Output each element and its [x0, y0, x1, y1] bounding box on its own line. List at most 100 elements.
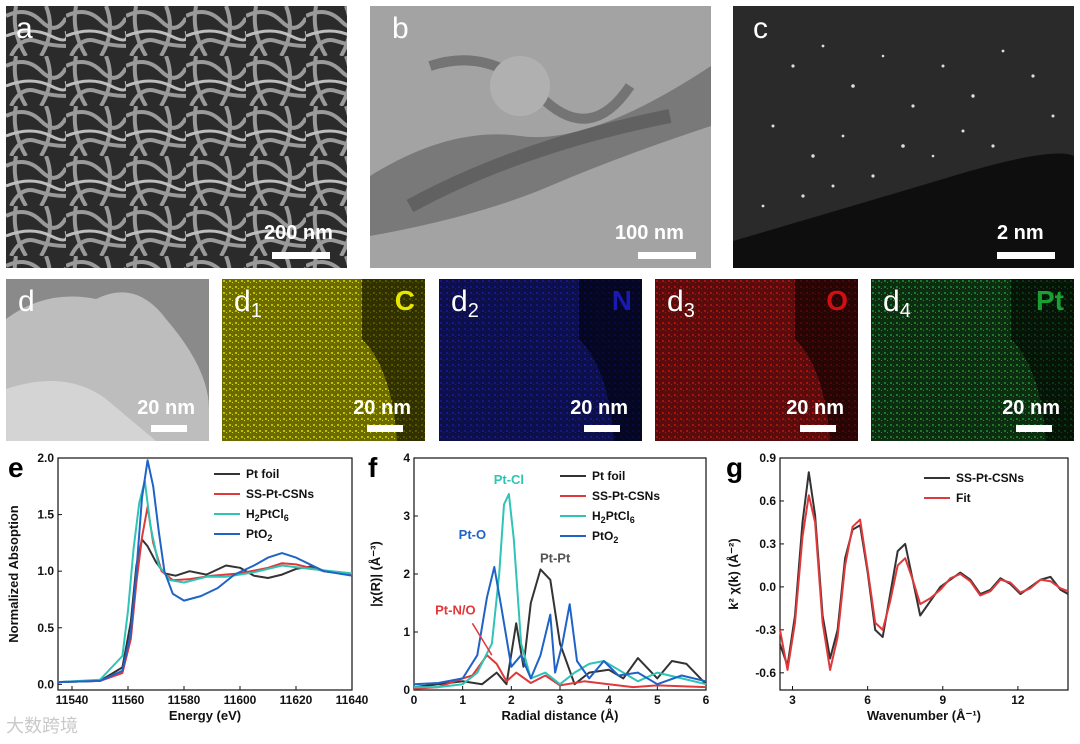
legend-label: Fit — [956, 491, 971, 505]
y-tick-label: -0.3 — [755, 623, 776, 637]
peak-annotation: Pt-Cl — [494, 472, 524, 487]
y-tick-label: 1.0 — [37, 564, 54, 578]
panel-g-label: g — [726, 452, 744, 483]
map-image — [871, 279, 1074, 441]
scale-bar-label-b: 100 nm — [615, 222, 684, 244]
y-tick-label: 0.0 — [759, 580, 776, 594]
element-label: Pt — [1036, 285, 1064, 316]
sample-region — [6, 381, 156, 441]
x-axis-label: Energy (eV) — [169, 708, 241, 723]
series-line — [414, 493, 707, 689]
x-tick-label: 6 — [864, 693, 871, 707]
y-tick-label: 0.5 — [37, 621, 54, 635]
x-axis-label: Wavenumber (Å⁻¹) — [867, 708, 981, 723]
tem-image — [370, 6, 711, 268]
map-label: d — [18, 285, 35, 318]
scale-bar — [584, 425, 620, 432]
scale-bar-label: 20 nm — [137, 397, 195, 419]
plot-frame — [779, 457, 1069, 691]
map-image — [222, 279, 425, 441]
x-tick-label: 5 — [654, 693, 661, 707]
x-tick-label: 3 — [789, 693, 796, 707]
x-tick-label: 11600 — [224, 693, 257, 707]
map-label: d1 — [234, 285, 262, 322]
y-tick-label: 0 — [403, 683, 410, 697]
legend-label: H2PtCl6 — [592, 509, 635, 525]
y-axis-label: Normalized Absoption — [6, 505, 21, 643]
x-tick-label: 3 — [557, 693, 564, 707]
panel-d4: d4 Pt 20 nm — [871, 279, 1074, 441]
scale-bar-label: 20 nm — [570, 397, 628, 419]
panel-a: a 200 nm — [6, 6, 347, 268]
x-tick-label: 9 — [939, 693, 946, 707]
x-tick-label: 12 — [1011, 693, 1025, 707]
series-line — [413, 654, 707, 690]
scale-bar-b — [638, 252, 696, 259]
map-label: d4 — [883, 285, 911, 322]
series-line — [779, 471, 1069, 667]
map-label: d2 — [451, 285, 479, 322]
panel-d: d 20 nm — [6, 279, 209, 441]
scale-bar-c — [997, 252, 1055, 259]
panel-d1: d1 C 20 nm — [222, 279, 425, 441]
peak-annotation: Pt-N/O — [435, 603, 475, 618]
y-tick-label: 0.6 — [759, 494, 776, 508]
y-tick-label: 2.0 — [37, 451, 54, 465]
y-tick-label: -0.6 — [755, 666, 776, 680]
series-line — [57, 459, 353, 684]
panel-a-label: a — [16, 12, 33, 45]
series-line — [779, 494, 1069, 671]
scale-bar-label: 20 nm — [353, 397, 411, 419]
panel-d3: d3 O 20 nm — [655, 279, 858, 441]
scale-bar-a — [272, 252, 330, 259]
legend-label: SS-Pt-CSNs — [246, 487, 314, 501]
x-tick-label: 2 — [508, 693, 515, 707]
x-tick-label: 11580 — [168, 693, 201, 707]
y-tick-label: 0.0 — [37, 677, 54, 691]
sem-network-image — [6, 6, 347, 268]
scale-bar-label-a: 200 nm — [264, 222, 333, 244]
background-region — [579, 279, 642, 441]
y-tick-label: 1.5 — [37, 508, 54, 522]
legend-label: H2PtCl6 — [246, 507, 289, 523]
y-axis-label: |χ(R)| (Å⁻³) — [368, 541, 383, 607]
panel-b-label: b — [392, 12, 409, 45]
panel-b: b 100 nm — [370, 6, 711, 268]
haadf-stem-image — [733, 6, 1074, 268]
map-label: d3 — [667, 285, 695, 322]
y-tick-label: 4 — [403, 451, 410, 465]
map-image — [655, 279, 858, 441]
map-label-subscript: 3 — [683, 300, 695, 322]
y-tick-label: 1 — [403, 625, 410, 639]
x-tick-label: 0 — [411, 693, 418, 707]
background-region — [795, 279, 858, 441]
scale-bar — [800, 425, 836, 432]
x-tick-label: 1 — [459, 693, 466, 707]
element-label: N — [611, 285, 632, 316]
panel-f-label: f — [368, 452, 378, 483]
scale-bar — [151, 425, 187, 432]
element-label: C — [394, 285, 415, 316]
map-image — [6, 279, 209, 441]
y-tick-label: 0.9 — [759, 451, 776, 465]
map-label-subscript: 1 — [250, 300, 262, 322]
map-label-subscript: 4 — [899, 300, 911, 322]
legend-label: SS-Pt-CSNs — [956, 471, 1024, 485]
series-line — [57, 479, 353, 684]
legend-label: PtO2 — [592, 529, 618, 545]
legend-label: Pt foil — [592, 469, 625, 483]
legend-label: PtO2 — [246, 527, 272, 543]
legend-label: Pt foil — [246, 467, 279, 481]
panel-c-label: c — [753, 12, 768, 45]
panel-c: c 2 nm — [733, 6, 1074, 268]
scale-bar — [1016, 425, 1052, 432]
legend-label: SS-Pt-CSNs — [592, 489, 660, 503]
scale-bar — [367, 425, 403, 432]
map-label-subscript: 2 — [467, 300, 479, 322]
x-tick-label: 11640 — [336, 693, 369, 707]
panel-e-label: e — [8, 452, 24, 483]
panel-d2: d2 N 20 nm — [439, 279, 642, 441]
annotation-arrow — [471, 622, 493, 656]
background-region — [1011, 279, 1074, 441]
y-axis-label: k² χ(k) (Å⁻²) — [726, 538, 741, 609]
